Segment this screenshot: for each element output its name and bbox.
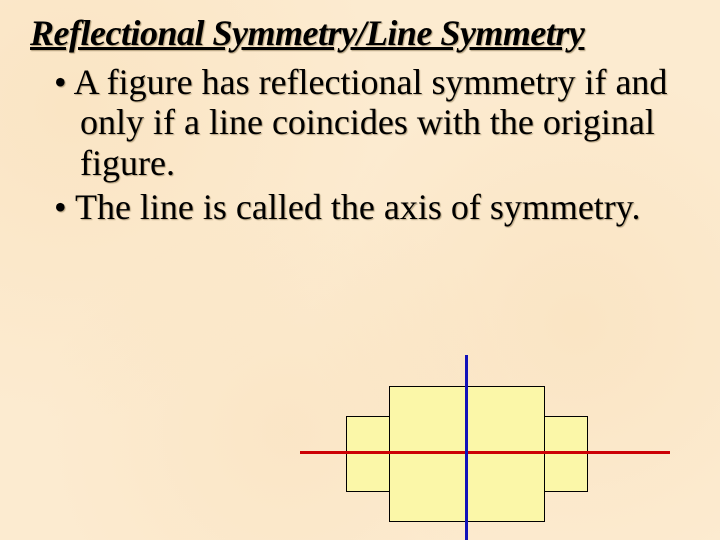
bullet-2-text: The line is called the axis of symmetry. (75, 187, 641, 227)
bullet-1: • A figure has reflectional symmetry if … (54, 62, 674, 183)
axis-horizontal (300, 451, 670, 454)
page-title: Reflectional Symmetry/Line Symmetry (30, 12, 584, 54)
axis-vertical (465, 355, 468, 540)
symmetry-figure (270, 355, 670, 540)
bullet-2: • The line is called the axis of symmetr… (54, 187, 674, 227)
bullet-1-text: A figure has reflectional symmetry if an… (74, 62, 668, 183)
bullet-list: • A figure has reflectional symmetry if … (54, 62, 674, 231)
